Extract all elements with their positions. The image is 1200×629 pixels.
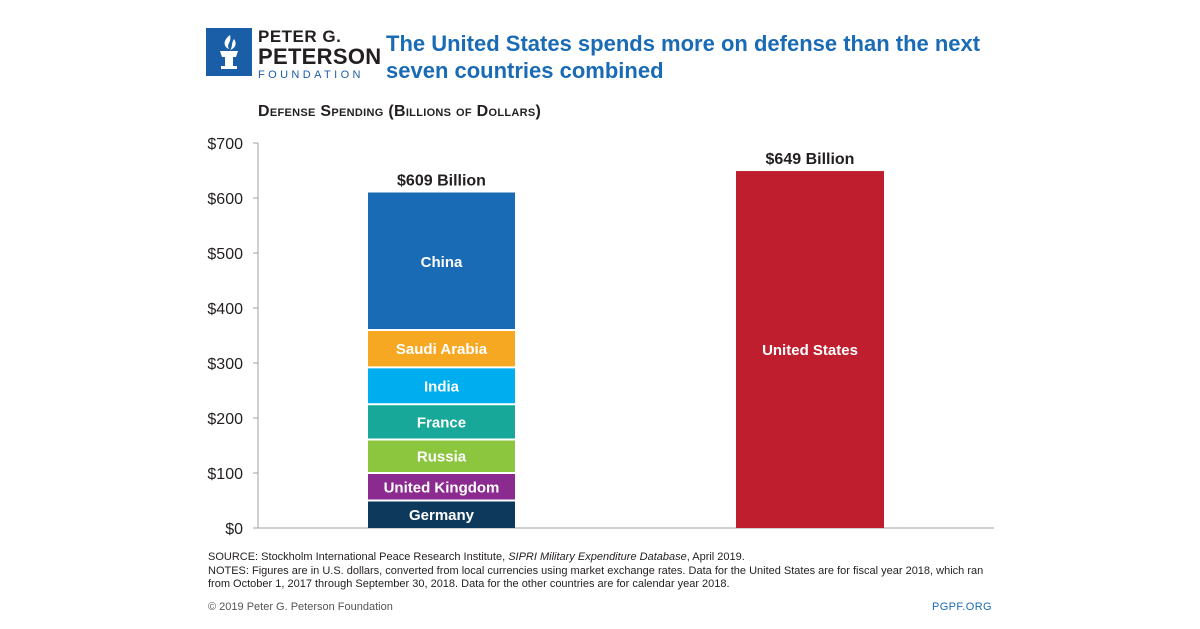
y-tick-label: $600 [207,191,243,208]
notes-text: NOTES: Figures are in U.S. dollars, conv… [208,564,984,591]
segment-label-china: China [421,254,463,271]
bar-segment-saudi-arabia [368,330,515,368]
bar-segment-united-kingdom [368,473,515,501]
logo-line-3: FOUNDATION [258,69,364,81]
chart-title: Defense Spending (Billions of Dollars) [258,103,542,120]
segment-label-france: France [417,414,466,431]
segment-label-united-kingdom: United Kingdom [384,479,500,496]
y-tick-label: $0 [225,521,243,538]
y-tick-label: $300 [207,356,243,373]
segment-label-germany: Germany [409,507,475,524]
segment-label-united-states: United States [762,342,858,359]
logo-wordmark: PETER G. PETERSON FOUNDATION [258,28,381,81]
page-title: The United States spends more on defense… [386,31,981,83]
y-tick-label: $700 [207,136,243,153]
segment-label-india: India [424,378,460,395]
site-link[interactable]: PGPF.ORG [931,601,992,613]
torch-icon [206,28,252,76]
segment-label-russia: Russia [417,449,467,466]
bar-segment-russia [368,439,515,473]
source-suffix: , April 2019. [686,551,745,563]
bar-total-label: $609 Billion [397,173,486,190]
bar-segment-china [368,192,515,330]
y-tick-label: $100 [207,466,243,483]
y-tick-label: $400 [207,301,243,318]
logo-line-2: PETERSON [258,44,382,69]
bar-segment-france [368,404,515,440]
source-title: SIPRI Military Expenditure Database [508,551,687,563]
bar-total-label: $649 Billion [766,151,855,168]
logo-line-1: PETER G. [258,27,342,46]
source-note: SOURCE: Stockholm International Peace Re… [208,551,998,565]
source-prefix: SOURCE: Stockholm International Peace Re… [208,551,509,563]
bar-segment-germany [368,500,515,528]
pgpf-logo: PETER G. PETERSON FOUNDATION [206,28,381,81]
bar-segment-united-states [736,171,884,529]
copyright: © 2019 Peter G. Peterson Foundation [208,601,393,613]
segment-label-saudi-arabia: Saudi Arabia [396,341,488,358]
y-tick-label: $500 [207,246,243,263]
y-tick-label: $200 [207,411,243,428]
chart-notes: SOURCE: Stockholm International Peace Re… [208,551,998,592]
bar-segment-india [368,367,515,405]
